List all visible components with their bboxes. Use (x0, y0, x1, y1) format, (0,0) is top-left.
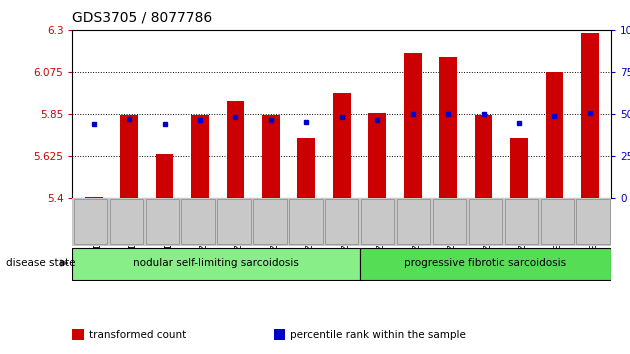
Bar (360, 248, 611, 280)
Text: GSM499117: GSM499117 (89, 201, 98, 256)
Bar (404, 53, 421, 198)
Text: GDS3705 / 8077786: GDS3705 / 8077786 (72, 11, 213, 25)
Text: percentile rank within the sample: percentile rank within the sample (290, 330, 466, 339)
Bar (120, 115, 138, 198)
Bar (262, 115, 280, 198)
Text: GSM499118: GSM499118 (125, 201, 134, 256)
Text: GSM499121: GSM499121 (231, 201, 240, 255)
Bar (510, 138, 528, 198)
Text: nodular self-limiting sarcoidosis: nodular self-limiting sarcoidosis (133, 258, 299, 268)
Bar (333, 93, 351, 198)
Text: GSM499128: GSM499128 (479, 201, 488, 255)
Text: GSM499126: GSM499126 (408, 201, 417, 255)
Text: GSM499127: GSM499127 (444, 201, 452, 255)
Text: GSM499123: GSM499123 (302, 201, 311, 255)
Text: GSM499124: GSM499124 (337, 201, 346, 255)
Text: GSM499120: GSM499120 (195, 201, 205, 255)
Bar (581, 33, 598, 198)
Bar (474, 115, 493, 198)
Text: GSM499122: GSM499122 (266, 201, 275, 255)
Bar (85, 197, 103, 198)
Text: GSM499131: GSM499131 (585, 201, 594, 256)
Text: GSM499119: GSM499119 (160, 201, 169, 256)
Bar (156, 154, 173, 198)
Text: transformed count: transformed count (89, 330, 186, 339)
Bar (72, 248, 360, 280)
Bar (439, 57, 457, 198)
Bar (369, 113, 386, 198)
Text: disease state: disease state (6, 258, 76, 268)
Text: GSM499125: GSM499125 (373, 201, 382, 255)
Bar (297, 138, 315, 198)
Bar (546, 72, 563, 198)
Bar (191, 115, 209, 198)
Bar (227, 101, 244, 198)
Text: progressive fibrotic sarcoidosis: progressive fibrotic sarcoidosis (404, 258, 566, 268)
Text: GSM499130: GSM499130 (550, 201, 559, 256)
Text: GSM499129: GSM499129 (515, 201, 524, 255)
